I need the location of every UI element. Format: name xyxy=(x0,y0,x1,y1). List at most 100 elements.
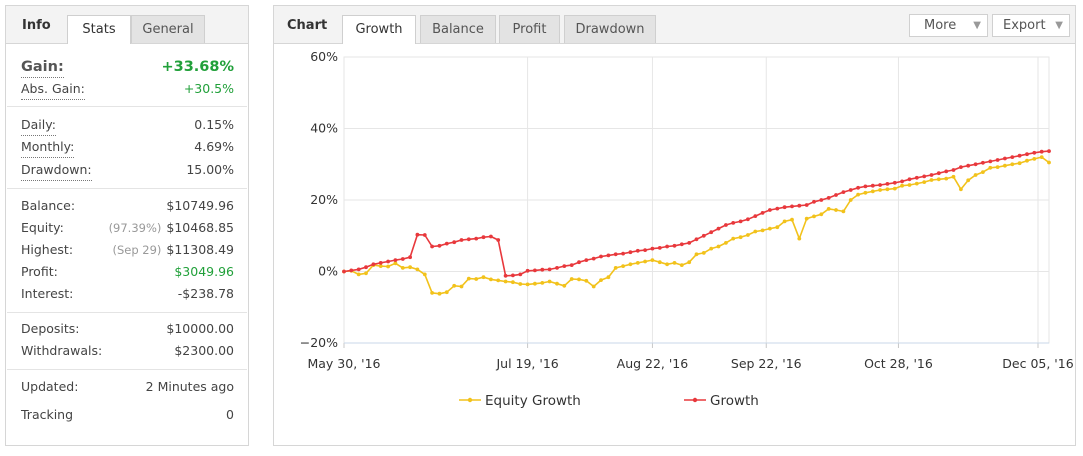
balance-row: Balance: $10749.96 xyxy=(21,196,234,216)
data-point xyxy=(841,190,846,195)
data-point xyxy=(1047,149,1051,153)
data-point xyxy=(665,262,669,267)
data-point xyxy=(841,209,846,214)
growth-chart[interactable]: 60% 40% 20% 0% −20% May 30, '16 Jul 19, '16 Aug… xyxy=(274,43,1075,445)
abs-gain-value: +30.5% xyxy=(183,81,234,96)
tab-profit[interactable]: Profit xyxy=(499,15,560,43)
data-point xyxy=(760,228,765,233)
updated-label: Updated: xyxy=(21,379,79,394)
tracking-label: Tracking xyxy=(21,407,74,422)
chart-axes: 60% 40% 20% 0% −20% May 30, '16 Jul 19, '16 Aug… xyxy=(300,49,1074,371)
daily-label[interactable]: Daily: xyxy=(21,115,56,136)
gain-row: Gain: +33.68% xyxy=(21,57,234,78)
data-point xyxy=(1017,153,1022,158)
data-point xyxy=(349,268,354,273)
divider xyxy=(7,312,247,313)
tab-general[interactable]: General xyxy=(131,15,205,43)
data-point xyxy=(577,260,581,265)
highest-label: Highest: xyxy=(21,242,74,257)
data-point xyxy=(687,260,692,265)
y-tick-label: 20% xyxy=(310,192,338,207)
export-button-label: Export xyxy=(1003,18,1046,33)
data-point xyxy=(731,236,736,241)
data-point xyxy=(959,165,963,169)
more-button[interactable]: More ▼ xyxy=(909,14,988,37)
data-point xyxy=(371,262,376,267)
data-point xyxy=(701,233,706,238)
data-point xyxy=(988,165,993,170)
data-point xyxy=(444,241,449,246)
legend-label: Growth xyxy=(710,393,759,409)
export-button[interactable]: Export ▼ xyxy=(992,14,1070,37)
chart-legend: Equity Growth Growth xyxy=(459,393,759,409)
data-point xyxy=(481,275,486,280)
data-point xyxy=(511,273,515,278)
data-point xyxy=(819,212,824,217)
data-point xyxy=(907,177,912,182)
tab-drawdown[interactable]: Drawdown xyxy=(564,15,656,43)
data-point xyxy=(386,259,390,264)
data-point xyxy=(452,240,457,245)
data-point xyxy=(408,265,412,270)
data-point xyxy=(819,198,824,202)
abs-gain-label[interactable]: Abs. Gain: xyxy=(21,79,85,100)
tab-stats[interactable]: Stats xyxy=(67,15,131,44)
data-point xyxy=(466,276,471,281)
data-point xyxy=(555,281,559,286)
tab-balance[interactable]: Balance xyxy=(420,15,496,43)
data-point xyxy=(437,291,442,296)
deposits-row: Deposits: $10000.00 xyxy=(21,319,234,339)
y-tick-label: 60% xyxy=(310,49,338,64)
gain-value: +33.68% xyxy=(161,59,234,75)
updated-row: Updated: 2 Minutes ago xyxy=(21,377,234,397)
data-point xyxy=(459,238,464,242)
data-point xyxy=(804,216,809,221)
info-panel-title: Info xyxy=(22,18,51,33)
data-point xyxy=(496,238,501,242)
x-tick-label: Oct 28, '16 xyxy=(864,356,933,371)
data-point xyxy=(496,278,501,283)
data-point xyxy=(525,268,530,273)
data-point xyxy=(834,193,838,197)
gain-label[interactable]: Gain: xyxy=(21,57,64,78)
data-point xyxy=(782,219,787,224)
data-point xyxy=(393,258,398,262)
equity-label: Equity: xyxy=(21,220,64,235)
data-point xyxy=(716,226,721,231)
drawdown-label[interactable]: Drawdown: xyxy=(21,160,92,181)
highest-value: $11308.49 xyxy=(166,242,234,257)
x-tick-label: May 30, '16 xyxy=(307,356,380,371)
data-point xyxy=(650,246,655,251)
info-panel: Info Stats General Gain: +33.68% Abs. Ga… xyxy=(5,5,249,446)
legend-label: Equity Growth xyxy=(485,393,581,409)
data-point xyxy=(914,175,919,180)
data-point xyxy=(768,208,772,212)
data-point xyxy=(951,174,956,179)
data-point xyxy=(738,235,743,240)
data-point xyxy=(848,188,853,192)
data-point xyxy=(474,236,479,241)
data-point xyxy=(415,267,420,272)
data-point xyxy=(415,232,420,237)
data-point xyxy=(540,281,545,285)
data-point xyxy=(797,236,802,241)
equity-value: $10468.85 xyxy=(166,220,234,235)
data-point xyxy=(628,250,633,255)
data-point xyxy=(863,190,868,195)
divider xyxy=(7,369,247,370)
tracking-value: 0 xyxy=(226,407,234,422)
chevron-down-icon: ▼ xyxy=(973,20,981,31)
data-point xyxy=(599,278,603,282)
data-point xyxy=(834,208,838,212)
updated-value: 2 Minutes ago xyxy=(145,379,234,394)
data-point xyxy=(518,282,523,286)
data-point xyxy=(606,253,611,258)
data-point xyxy=(1032,150,1037,155)
data-point xyxy=(525,282,530,287)
monthly-label[interactable]: Monthly: xyxy=(21,137,75,158)
tab-growth[interactable]: Growth xyxy=(342,15,416,44)
data-point xyxy=(687,241,692,245)
data-point xyxy=(892,186,897,191)
divider xyxy=(7,106,247,107)
data-point xyxy=(1039,155,1044,159)
